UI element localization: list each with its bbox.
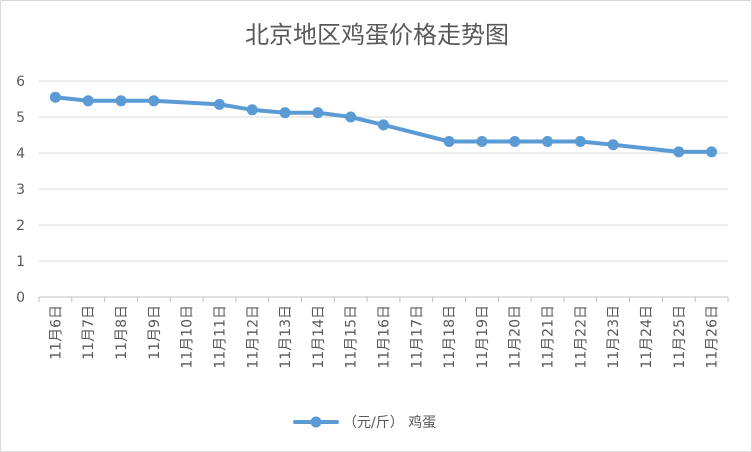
y-tick-label: 2	[16, 218, 25, 234]
data-point	[345, 111, 357, 123]
data-point	[246, 104, 258, 116]
data-point	[476, 135, 488, 147]
data-point	[279, 107, 291, 119]
data-point	[82, 95, 94, 107]
data-point	[673, 146, 685, 158]
y-tick-label: 1	[16, 254, 25, 270]
chart-title: 北京地区鸡蛋价格走势图	[245, 21, 509, 49]
x-tick-label: 11月6日	[48, 305, 64, 360]
gridlines	[39, 80, 728, 298]
data-point	[607, 139, 619, 151]
x-tick-label: 11月10日	[180, 305, 196, 369]
data-point	[443, 135, 455, 147]
data-point	[542, 135, 554, 147]
data-point	[378, 119, 389, 131]
x-tick-label: 11月21日	[541, 305, 557, 369]
y-tick-label: 0	[16, 290, 25, 306]
x-tick-label: 11月26日	[705, 305, 721, 369]
x-tick-label: 11月11日	[212, 305, 228, 369]
x-axis: 11月6日 11月7日 11月8日 11月9日 11月10日 11月11日 11月12日 11…	[38, 297, 729, 369]
x-tick-label: 11月12日	[245, 305, 261, 369]
x-tick-label: 11月19日	[475, 305, 491, 369]
x-tick-label: 11月7日	[81, 305, 97, 360]
x-tick-label: 11月17日	[409, 305, 425, 369]
data-point	[213, 98, 225, 110]
x-tick-label: 11月24日	[639, 305, 655, 369]
data-point	[115, 95, 127, 107]
x-tick-label: 11月25日	[672, 305, 688, 369]
y-tick-label: 4	[16, 146, 25, 162]
x-tick-label: 11月15日	[344, 305, 360, 369]
x-tick-label: 11月18日	[442, 305, 458, 369]
data-point	[148, 95, 160, 107]
data-point	[312, 107, 324, 119]
y-axis-ticks: 0 1 2 3 4 5 6	[16, 74, 25, 306]
y-tick-label: 3	[16, 182, 25, 198]
data-point	[574, 135, 586, 147]
x-tick-label: 11月9日	[147, 305, 163, 360]
series-layer	[49, 91, 718, 158]
x-tick-label: 11月22日	[573, 305, 589, 369]
x-tick-label: 11月8日	[114, 305, 130, 360]
data-point	[509, 135, 521, 147]
x-tick-label: 11月14日	[311, 305, 327, 369]
data-point	[49, 91, 61, 103]
legend-marker	[310, 416, 322, 428]
x-tick-label: 11月16日	[377, 305, 393, 369]
x-tick-label: 11月23日	[606, 305, 622, 369]
legend: （元/斤） 鸡蛋	[293, 414, 436, 431]
data-point	[706, 146, 718, 158]
x-tick-label: 11月20日	[508, 305, 524, 369]
legend-label: （元/斤） 鸡蛋	[343, 414, 436, 431]
y-tick-label: 5	[16, 110, 25, 126]
x-tick-label: 11月13日	[278, 305, 294, 369]
y-tick-label: 6	[16, 74, 25, 90]
